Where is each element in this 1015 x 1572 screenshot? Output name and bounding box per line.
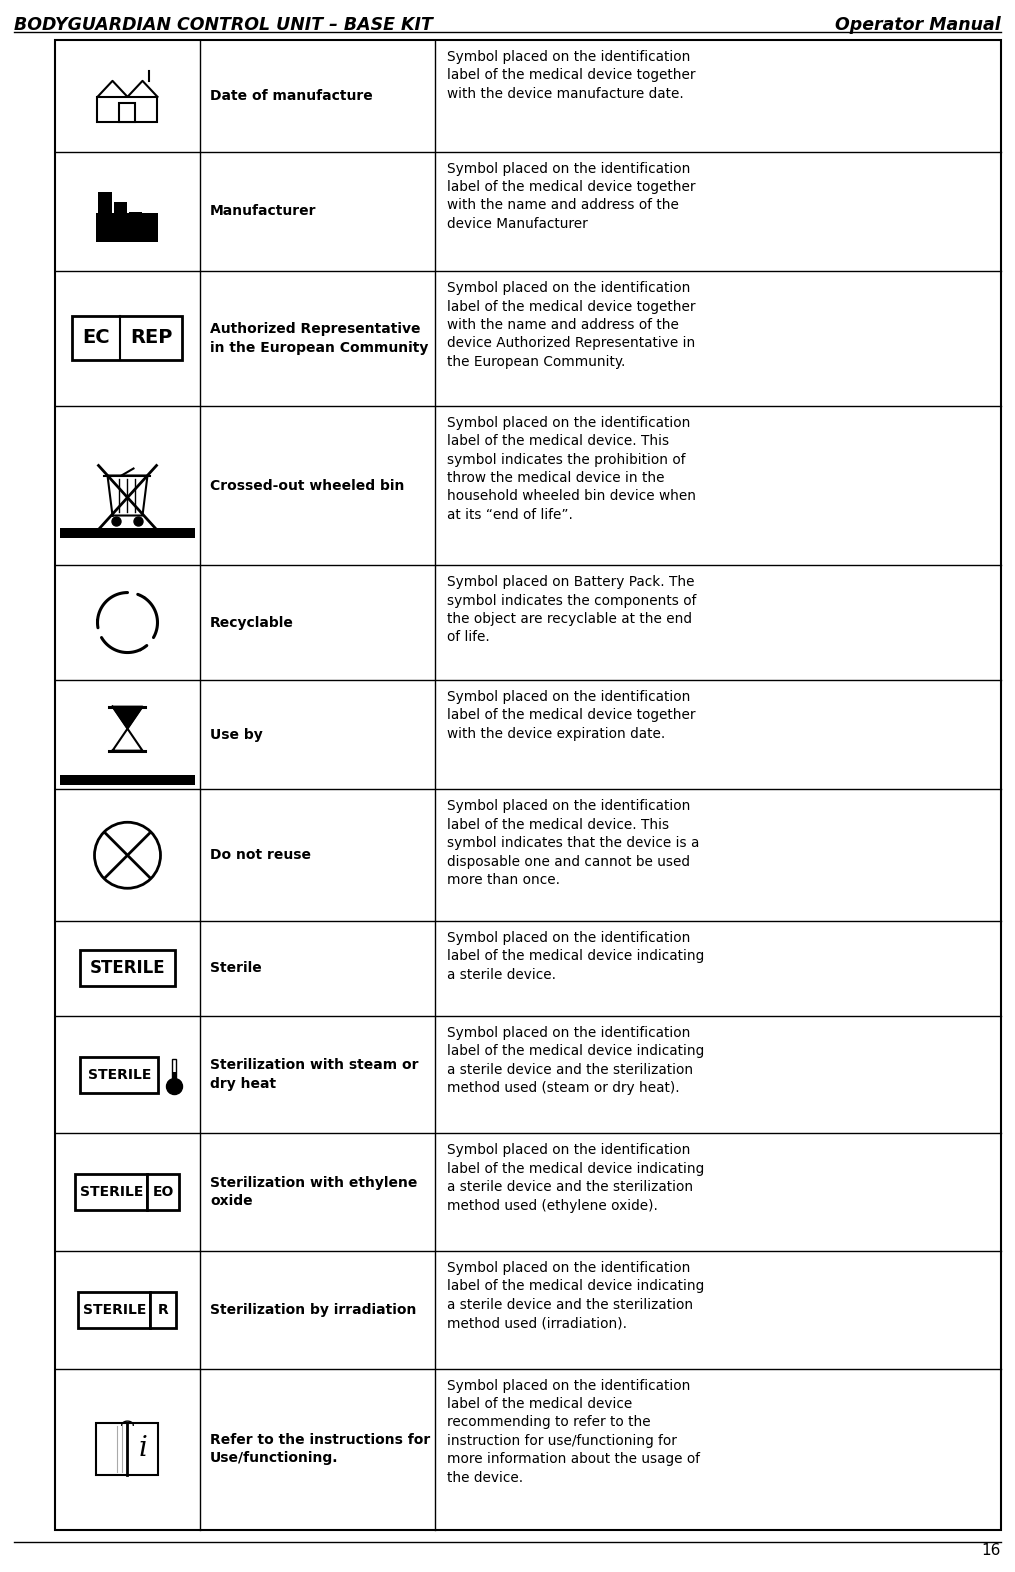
Bar: [173, 1072, 176, 1085]
Bar: [173, 1058, 177, 1085]
Circle shape: [166, 1078, 183, 1094]
Text: Symbol placed on the identification
label of the medical device indicating
a ste: Symbol placed on the identification labe…: [447, 931, 704, 982]
Bar: [98, 192, 112, 242]
Polygon shape: [113, 729, 142, 751]
Text: BODYGUARDIAN CONTROL UNIT – BASE KIT: BODYGUARDIAN CONTROL UNIT – BASE KIT: [14, 16, 432, 35]
Text: Sterilization by irradiation: Sterilization by irradiation: [210, 1303, 416, 1317]
Text: Symbol placed on the identification
label of the medical device
recommending to : Symbol placed on the identification labe…: [447, 1379, 700, 1484]
Bar: [96, 214, 158, 242]
Text: Date of manufacture: Date of manufacture: [210, 88, 373, 102]
Bar: [80, 951, 175, 986]
Text: i: i: [139, 1435, 147, 1462]
Polygon shape: [140, 646, 147, 651]
Text: Symbol placed on the identification
label of the medical device indicating
a ste: Symbol placed on the identification labe…: [447, 1143, 704, 1212]
Text: Symbol placed on the identification
label of the medical device together
with th: Symbol placed on the identification labe…: [447, 690, 695, 740]
Text: Symbol placed on the identification
label of the medical device indicating
a ste: Symbol placed on the identification labe…: [447, 1025, 704, 1096]
Bar: [75, 1174, 147, 1210]
Bar: [114, 203, 128, 242]
Text: Symbol placed on the identification
label of the medical device. This
symbol ind: Symbol placed on the identification labe…: [447, 800, 699, 887]
Text: STERILE: STERILE: [89, 959, 165, 978]
Text: STERILE: STERILE: [88, 1067, 151, 1082]
Text: Manufacturer: Manufacturer: [210, 204, 317, 219]
Circle shape: [112, 517, 121, 527]
Bar: [147, 1174, 180, 1210]
Text: STERILE: STERILE: [83, 1303, 146, 1317]
Text: Sterilization with steam or
dry heat: Sterilization with steam or dry heat: [210, 1058, 418, 1091]
Text: Symbol placed on the identification
label of the medical device. This
symbol ind: Symbol placed on the identification labe…: [447, 415, 696, 522]
Polygon shape: [108, 475, 147, 516]
Polygon shape: [96, 619, 98, 627]
Text: Symbol placed on the identification
label of the medical device together
with th: Symbol placed on the identification labe…: [447, 162, 695, 231]
Bar: [150, 1292, 177, 1328]
Circle shape: [134, 517, 143, 527]
Text: REP: REP: [130, 329, 173, 347]
Text: Symbol placed on Battery Pack. The
symbol indicates the components of
the object: Symbol placed on Battery Pack. The symbo…: [447, 575, 696, 645]
Bar: [72, 316, 183, 360]
Text: Sterilization with ethylene
oxide: Sterilization with ethylene oxide: [210, 1176, 417, 1209]
Text: EC: EC: [82, 329, 110, 347]
Bar: [60, 528, 195, 538]
Text: EO: EO: [153, 1185, 175, 1199]
Polygon shape: [113, 707, 142, 729]
Bar: [120, 104, 135, 121]
Text: R: R: [158, 1303, 168, 1317]
Text: Do not reuse: Do not reuse: [210, 849, 311, 863]
Text: Symbol placed on the identification
label of the medical device indicating
a ste: Symbol placed on the identification labe…: [447, 1261, 704, 1330]
Text: Use by: Use by: [210, 728, 263, 742]
Text: Authorized Representative
in the European Community: Authorized Representative in the Europea…: [210, 322, 428, 355]
Bar: [80, 1056, 158, 1093]
Bar: [97, 97, 157, 121]
Text: Sterile: Sterile: [210, 962, 262, 975]
Bar: [96, 1423, 158, 1475]
Text: Refer to the instructions for
Use/functioning.: Refer to the instructions for Use/functi…: [210, 1434, 430, 1465]
Polygon shape: [138, 594, 146, 597]
Bar: [129, 212, 142, 242]
Text: 16: 16: [982, 1544, 1001, 1558]
Text: Crossed-out wheeled bin: Crossed-out wheeled bin: [210, 478, 404, 492]
Circle shape: [94, 822, 160, 888]
Text: Symbol placed on the identification
label of the medical device together
with th: Symbol placed on the identification labe…: [447, 50, 695, 101]
Text: Symbol placed on the identification
label of the medical device together
with th: Symbol placed on the identification labe…: [447, 281, 695, 369]
Text: Recyclable: Recyclable: [210, 616, 294, 629]
Bar: [60, 775, 195, 784]
Bar: [78, 1292, 150, 1328]
Text: Operator Manual: Operator Manual: [835, 16, 1001, 35]
Text: STERILE: STERILE: [80, 1185, 143, 1199]
